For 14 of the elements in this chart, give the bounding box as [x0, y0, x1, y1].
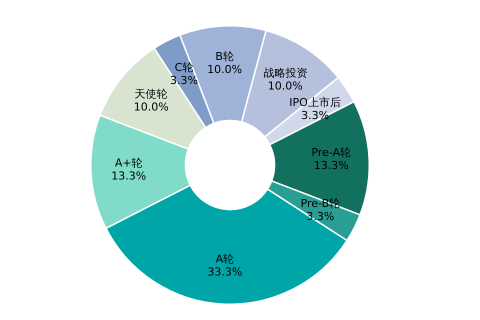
slice-label: 战略投资	[263, 66, 308, 80]
data-label: 10.0%	[268, 79, 303, 92]
data-label: 10.0%	[207, 63, 242, 76]
slice-label: IPO上市后	[289, 96, 341, 110]
data-label: 33.3%	[207, 266, 242, 279]
slice-label: 天使轮	[134, 88, 168, 101]
slice-label: A+轮	[114, 156, 143, 170]
data-label: 13.3%	[314, 158, 349, 172]
slice-label: Pre-A轮	[311, 146, 352, 159]
data-label: 10.0%	[134, 100, 169, 114]
data-label: 13.3%	[111, 170, 146, 183]
data-label: 3.3%	[301, 109, 330, 122]
slice-label: B轮	[215, 50, 234, 64]
slice-label: A轮	[216, 252, 234, 266]
